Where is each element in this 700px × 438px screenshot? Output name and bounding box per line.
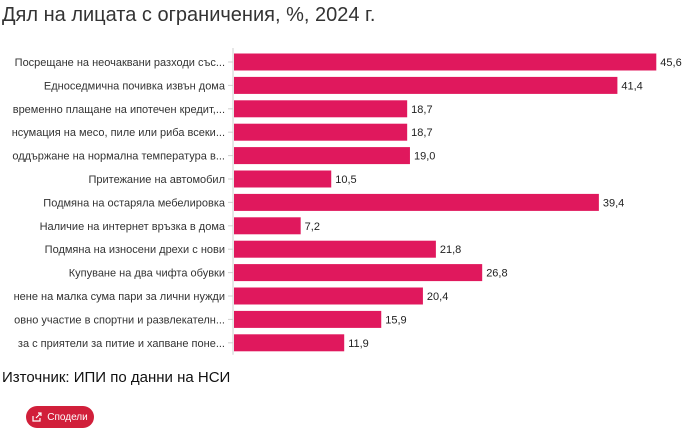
share-icon bbox=[32, 412, 42, 422]
value-label: 18,7 bbox=[411, 127, 432, 139]
category-label: оддържане на нормална температура в... bbox=[12, 151, 225, 163]
bar bbox=[234, 264, 483, 282]
bar bbox=[234, 310, 382, 328]
value-label: 7,2 bbox=[305, 221, 320, 233]
category-label: нене на малка сума пари за лични нужди bbox=[14, 291, 225, 303]
category-label: Подмяна на износени дрехи с нови bbox=[45, 244, 225, 256]
category-label: Посрещане на неочаквани разходи със... bbox=[15, 57, 225, 69]
value-label: 10,5 bbox=[335, 174, 356, 186]
bar bbox=[234, 170, 332, 188]
value-label: 11,9 bbox=[348, 338, 369, 350]
category-label: нсумация на месо, пиле или риба всеки... bbox=[12, 127, 225, 139]
bar bbox=[234, 147, 410, 165]
bar bbox=[234, 123, 408, 141]
category-label: Притежание на автомобил bbox=[89, 174, 226, 186]
category-label: Подмяна на остаряла мебелировка bbox=[43, 197, 226, 209]
bar bbox=[234, 76, 618, 94]
share-button[interactable]: Сподели bbox=[26, 406, 94, 428]
bar bbox=[234, 287, 423, 305]
category-label: Купуване на два чифта обувки bbox=[69, 268, 225, 280]
value-label: 41,4 bbox=[621, 80, 642, 92]
value-label: 45,6 bbox=[660, 57, 681, 69]
category-label: за с приятели за питие и хапване поне... bbox=[18, 338, 225, 350]
value-label: 39,4 bbox=[603, 197, 624, 209]
value-label: 21,8 bbox=[440, 244, 461, 256]
bar bbox=[234, 334, 345, 352]
category-label: Наличие на интернет връзка в дома bbox=[40, 221, 226, 233]
value-label: 20,4 bbox=[427, 291, 448, 303]
bar bbox=[234, 217, 301, 235]
value-label: 15,9 bbox=[385, 314, 406, 326]
value-label: 19,0 bbox=[414, 151, 435, 163]
category-label: овно участие в спортни и развлекателн... bbox=[14, 314, 225, 326]
bar bbox=[234, 240, 436, 258]
category-label: Едноседмична почивка извън дома bbox=[44, 80, 226, 92]
bar-chart: Посрещане на неочаквани разходи със... 45… bbox=[12, 48, 682, 355]
bar bbox=[234, 193, 599, 211]
value-label: 18,7 bbox=[411, 104, 432, 116]
source-note: Източник: ИПИ по данни на НСИ bbox=[2, 369, 231, 386]
bar bbox=[234, 53, 657, 71]
category-label: временно плащане на ипотечен кредит,... bbox=[13, 104, 225, 116]
value-label: 26,8 bbox=[486, 268, 507, 280]
share-label: Сподели bbox=[47, 411, 88, 423]
bar bbox=[234, 100, 408, 118]
chart-title: Дял на лицата с ограничения, %, 2024 г. bbox=[2, 4, 376, 26]
